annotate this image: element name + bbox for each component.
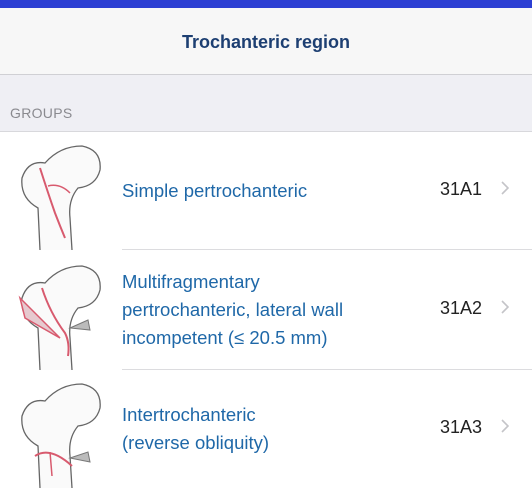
row-label: Simple pertrochanteric: [122, 180, 308, 201]
row-code: 31A1: [440, 179, 483, 199]
nav-title: Trochanteric region: [181, 32, 351, 52]
section-header: GROUPS: [0, 75, 532, 132]
row-code: 31A3: [440, 417, 483, 437]
row-separator: [122, 369, 532, 370]
row-code: 31A2: [440, 298, 483, 318]
row-label: (reverse obliquity): [122, 432, 270, 453]
row-label: incompetent (≤ 20.5 mm): [122, 327, 328, 348]
femur-icon: [18, 265, 101, 370]
list-row[interactable]: Intertrochanteric (reverse obliquity) 31A3: [0, 370, 532, 488]
section-label: GROUPS: [10, 105, 73, 121]
list-row[interactable]: Simple pertrochanteric 31A1: [0, 132, 532, 250]
list-row[interactable]: Multifragmentary pertrochanteric, lateral…: [0, 250, 532, 370]
row-separator: [122, 249, 532, 250]
status-strip: [0, 0, 532, 8]
nav-bar: Trochanteric region: [0, 8, 532, 75]
chevron: [500, 298, 510, 321]
row-label: Intertrochanteric: [122, 404, 256, 425]
femur-icon: [21, 383, 101, 488]
chevron: [500, 417, 510, 440]
row-label: pertrochanteric, lateral wall: [122, 299, 344, 320]
femur-icon: [21, 145, 101, 250]
row-label: Multifragmentary: [122, 271, 260, 292]
chevron: [500, 179, 510, 202]
